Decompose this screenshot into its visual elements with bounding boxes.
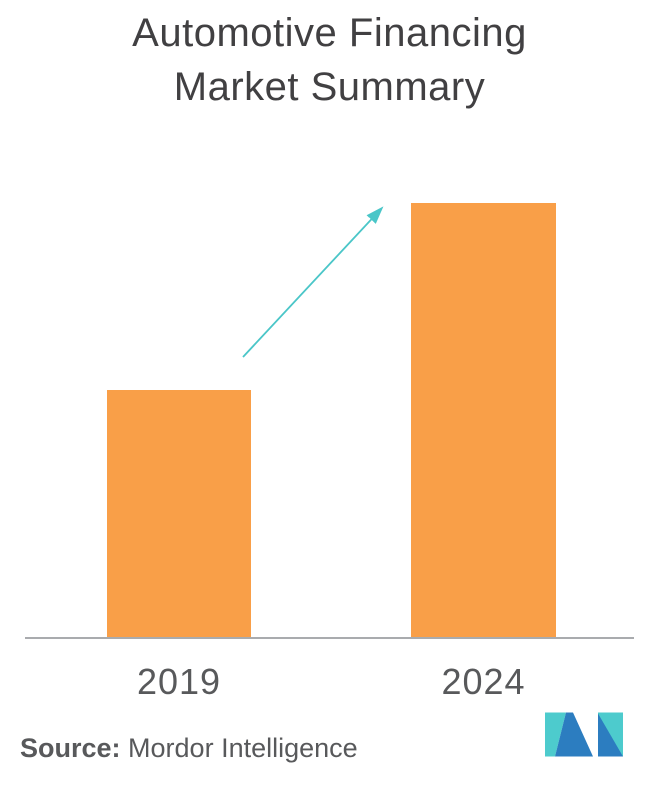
- x-axis-label-2024: 2024: [441, 661, 526, 702]
- source-name: Mordor Intelligence: [128, 733, 358, 763]
- mordor-intelligence-logo: [545, 712, 623, 757]
- x-axis-label-2019: 2019: [136, 661, 222, 702]
- chart-title-line-1: Automotive Financing: [132, 11, 527, 55]
- bar-2024: [411, 203, 556, 638]
- source-label: Source:: [20, 733, 121, 763]
- bar-2019: [107, 390, 251, 638]
- x-axis-baseline: [25, 637, 634, 639]
- growth-arrow-icon: [242, 206, 384, 358]
- chart-title-line-2: Market Summary: [173, 65, 486, 109]
- chart-title: Automotive Financing Market Summary: [0, 6, 659, 114]
- source-note: Source: Mordor Intelligence: [20, 733, 358, 763]
